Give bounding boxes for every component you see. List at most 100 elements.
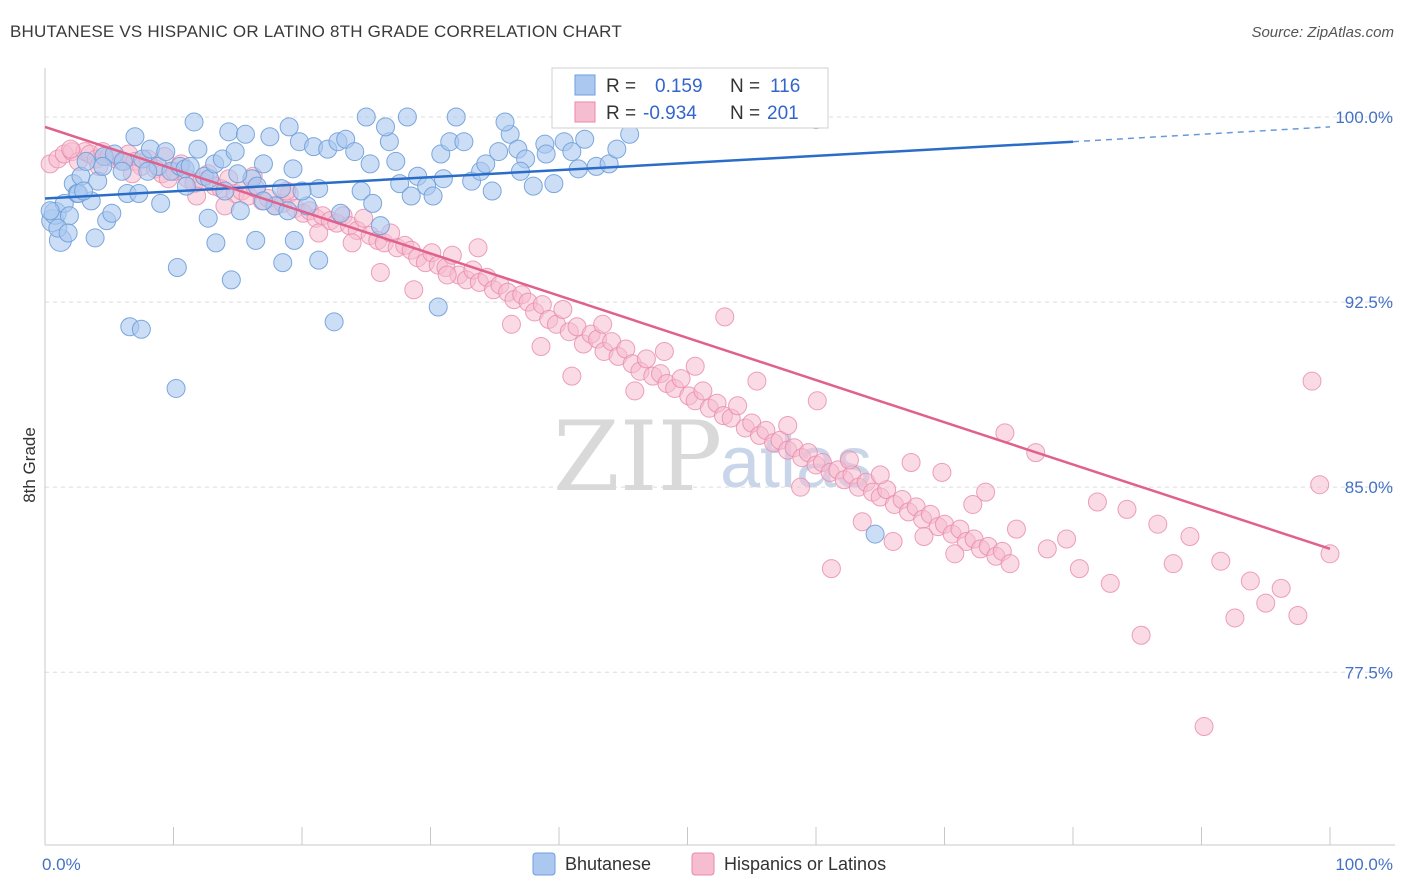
- bhutanese-point: [397, 107, 417, 127]
- hispanics-point: [728, 396, 748, 416]
- bhutanese-point: [356, 107, 376, 127]
- hispanics-point: [914, 527, 934, 547]
- bhutanese-point: [428, 297, 448, 317]
- bhutanese-trend-line: [44, 140, 1074, 200]
- legend-r-value-2: -0.934: [643, 103, 697, 124]
- hispanics-point: [1194, 717, 1214, 737]
- bhutanese-point: [93, 156, 113, 176]
- hispanics-point: [593, 314, 613, 334]
- bhutanese-point: [246, 230, 266, 250]
- hispanics-point: [1256, 593, 1276, 613]
- bhutanese-point: [324, 312, 344, 332]
- bhutanese-point: [284, 230, 304, 250]
- hispanics-point: [1288, 606, 1308, 625]
- bhutanese-point: [423, 186, 443, 206]
- bhutanese-point: [228, 164, 248, 184]
- hispanics-point: [1180, 527, 1200, 547]
- x-tick-label: 0.0%: [42, 855, 81, 874]
- bhutanese-point: [446, 107, 466, 127]
- hispanics-point: [1087, 492, 1107, 512]
- x-tick-labels: 0.0% 100.0%: [42, 855, 1393, 874]
- bhutanese-point: [454, 132, 474, 152]
- bhutanese-point: [271, 179, 291, 199]
- hispanics-point: [654, 341, 674, 361]
- bhutanese-point: [253, 154, 273, 174]
- hispanics-point: [437, 265, 457, 285]
- bhutanese-point: [523, 176, 543, 196]
- bhutanese-point: [151, 193, 171, 213]
- legend: R = 0.159 N = 116 R = -0.934 N = 201: [551, 67, 829, 129]
- bhutanese-point: [221, 270, 241, 290]
- hispanics-point: [1320, 544, 1340, 564]
- hispanics-point: [715, 307, 735, 327]
- hispanics-point: [945, 544, 965, 564]
- bhutanese-point: [865, 524, 885, 544]
- bhutanese-point: [230, 201, 250, 221]
- y-tick-label: 100.0%: [1335, 108, 1393, 127]
- hispanics-point: [562, 366, 582, 386]
- bhutanese-point: [206, 233, 226, 253]
- y-axis-label: 8th Grade: [20, 427, 39, 503]
- hispanics-point: [468, 238, 488, 258]
- legend-n-label-1: N =: [730, 76, 760, 97]
- legend-r-label-2: R =: [606, 103, 636, 124]
- bhutanese-point: [482, 181, 502, 201]
- hispanics-point: [963, 494, 983, 514]
- bhutanese-point: [386, 151, 406, 171]
- bottom-legend-swatch-bhutanese: [532, 852, 556, 876]
- hispanics-point: [932, 462, 952, 482]
- bhutanese-point: [401, 186, 421, 206]
- hispanics-point: [636, 349, 656, 369]
- hispanics-point: [852, 512, 872, 532]
- hispanics-point: [1310, 475, 1330, 495]
- bhutanese-point: [433, 169, 453, 189]
- bhutanese-point: [360, 154, 380, 174]
- bhutanese-point: [292, 181, 312, 201]
- source-label: Source: ZipAtlas.com: [1251, 24, 1394, 41]
- bhutanese-point: [131, 319, 151, 339]
- watermark: ZIP atlas: [553, 401, 872, 513]
- chart-title: BHUTANESE VS HISPANIC OR LATINO 8TH GRAD…: [10, 22, 622, 41]
- bhutanese-point: [156, 142, 176, 162]
- hispanics-point: [1163, 554, 1183, 574]
- bhutanese-point: [125, 127, 145, 147]
- hispanics-point: [685, 356, 705, 376]
- hispanics-point: [531, 337, 551, 357]
- hispanics-point: [1100, 573, 1120, 593]
- hispanics-point: [1225, 608, 1245, 628]
- bhutanese-point: [363, 193, 383, 213]
- hispanics-point: [1037, 539, 1057, 559]
- hispanics-point: [778, 415, 798, 435]
- hispanics-point: [342, 233, 362, 253]
- hispanics-point: [791, 477, 811, 497]
- bhutanese-point: [76, 151, 96, 171]
- hispanics-point: [671, 369, 691, 389]
- bhutanese-point: [167, 258, 187, 278]
- legend-n-value-1: 116: [770, 76, 800, 97]
- hispanics-point: [693, 381, 713, 401]
- bhutanese-point: [235, 124, 255, 144]
- bhutanese-point: [345, 142, 365, 162]
- hispanics-point: [747, 371, 767, 391]
- hispanics-point: [821, 559, 841, 579]
- bhutanese-point: [562, 142, 582, 162]
- hispanics-point: [404, 280, 424, 300]
- hispanics-point: [309, 223, 329, 243]
- hispanics-point: [501, 314, 521, 334]
- hispanics-point: [883, 531, 903, 551]
- bhutanese-point: [198, 208, 218, 228]
- hispanics-point: [976, 482, 996, 502]
- legend-swatch-hispanics: [574, 101, 596, 123]
- hispanics-point: [807, 391, 827, 411]
- hispanics-point: [870, 465, 890, 485]
- bottom-legend-label-bhutanese: Bhutanese: [565, 854, 651, 874]
- hispanics-point: [354, 208, 374, 228]
- bhutanese-point: [112, 161, 132, 181]
- bhutanese-point: [176, 176, 196, 196]
- hispanics-point: [1000, 554, 1020, 574]
- bhutanese-point: [309, 250, 329, 270]
- legend-box: [551, 67, 829, 129]
- trend-lines: [44, 125, 1331, 551]
- bhutanese-point: [370, 216, 390, 236]
- y-tick-label: 77.5%: [1345, 663, 1393, 682]
